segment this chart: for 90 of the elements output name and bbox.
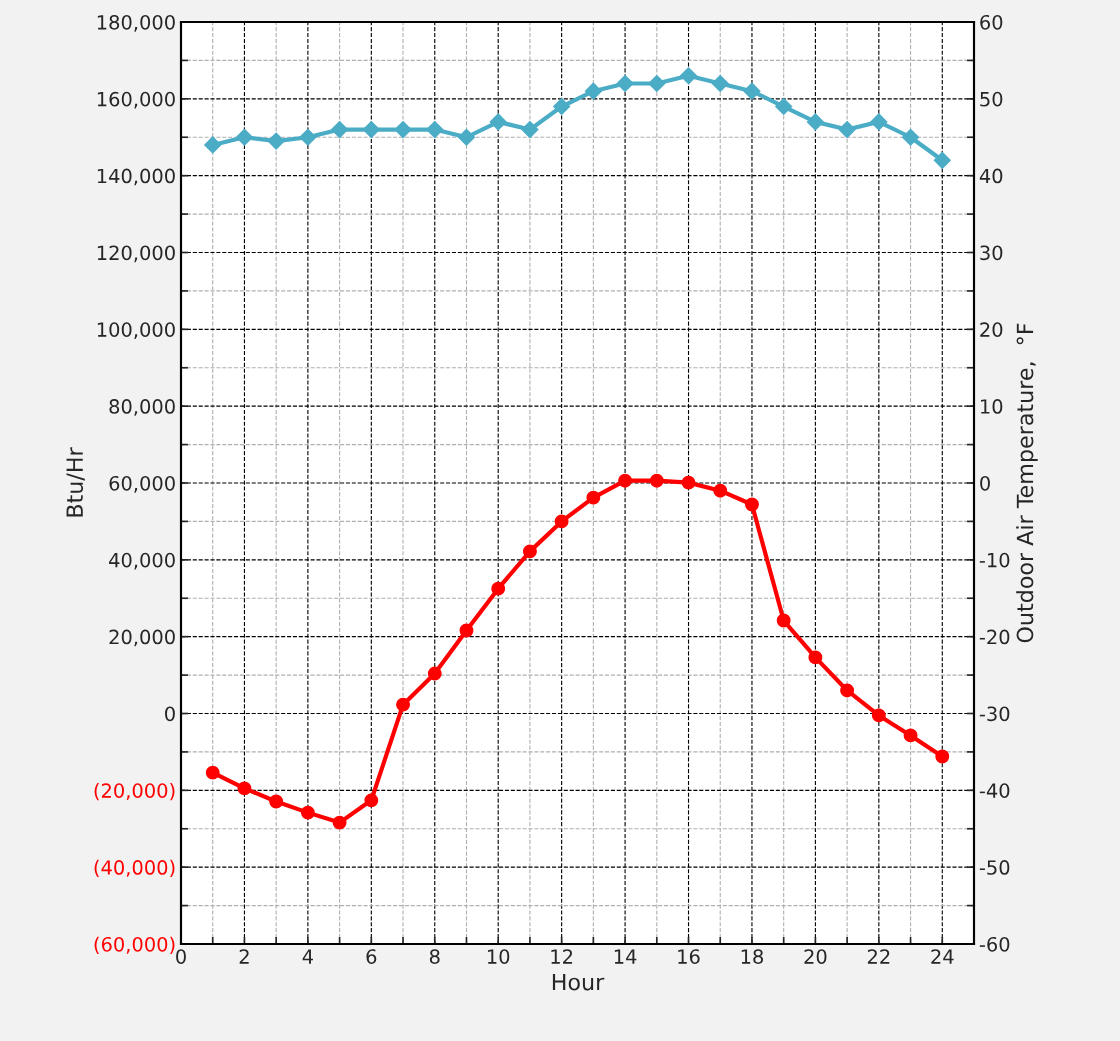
point <box>299 128 317 146</box>
point <box>935 749 950 764</box>
y2-tick-label: 50 <box>980 91 1003 107</box>
x-tick-label: 16 <box>678 949 700 964</box>
y-tick-label: (60,000) <box>94 936 175 954</box>
point <box>616 74 634 93</box>
point <box>933 151 951 169</box>
y-tick-label: (40,000) <box>94 859 175 878</box>
point <box>300 805 315 820</box>
point <box>205 765 220 780</box>
point <box>331 121 349 139</box>
y-tick-label: 140,000 <box>97 168 175 186</box>
point <box>427 666 442 681</box>
point <box>267 132 285 150</box>
point <box>235 128 253 146</box>
point <box>743 82 761 100</box>
y-tick-label: 40,000 <box>109 552 175 570</box>
point <box>775 97 793 116</box>
y-tick-label: (20,000) <box>94 782 175 801</box>
x-tick-label: 22 <box>867 949 890 964</box>
point <box>521 121 539 139</box>
point <box>457 128 476 146</box>
point <box>362 121 380 139</box>
y-tick-label: 180,000 <box>97 14 175 32</box>
point <box>522 544 537 559</box>
x-tick-label: 18 <box>741 949 763 964</box>
point <box>840 683 855 698</box>
point <box>838 121 856 139</box>
point <box>584 82 602 100</box>
y2-axis-title: Outdoor Air Temperature, °F <box>1016 323 1038 643</box>
point <box>870 113 888 131</box>
y-axis-title: Btu/Hr <box>66 447 85 517</box>
point <box>364 793 379 808</box>
point <box>586 490 601 505</box>
point <box>394 121 412 139</box>
x-axis-title: Hour <box>552 973 605 991</box>
point <box>489 113 507 131</box>
x-tick-label: 14 <box>614 949 637 964</box>
y2-tick-label: -50 <box>979 860 1010 875</box>
point <box>776 613 791 628</box>
point <box>806 113 824 131</box>
point <box>554 514 569 529</box>
y-tick-label: 20,000 <box>109 629 175 647</box>
point <box>648 74 666 93</box>
x-tick-label: 24 <box>931 949 954 964</box>
point <box>237 781 252 796</box>
point <box>426 121 444 139</box>
y2-tick-label: -30 <box>979 706 1010 722</box>
point <box>679 67 698 85</box>
y-tick-label: 80,000 <box>109 399 175 416</box>
y-tick-label: 60,000 <box>109 475 175 493</box>
point <box>332 815 347 830</box>
point <box>902 128 920 146</box>
y2-tick-label: -10 <box>979 552 1010 568</box>
point <box>808 650 823 665</box>
point <box>745 497 759 512</box>
y2-tick-label: 60 <box>980 14 1003 30</box>
y2-tick-label: -40 <box>979 783 1010 798</box>
point <box>618 473 633 488</box>
y2-tick-label: 10 <box>981 399 1003 414</box>
y2-tick-label: 0 <box>980 475 990 491</box>
point <box>396 697 410 712</box>
point <box>681 475 696 490</box>
point <box>649 473 664 488</box>
x-tick-label: 0 <box>176 949 186 964</box>
point <box>713 483 728 498</box>
point <box>553 97 571 116</box>
y-tick-label: 120,000 <box>97 245 175 263</box>
x-tick-label: 2 <box>239 949 249 964</box>
point <box>871 708 886 723</box>
y2-tick-label: -20 <box>979 629 1010 645</box>
point <box>491 581 506 596</box>
point <box>204 136 222 154</box>
point <box>903 728 918 743</box>
x-tick-label: 4 <box>302 949 313 964</box>
point <box>711 74 729 93</box>
x-tick-label: 8 <box>429 949 440 964</box>
x-tick-label: 6 <box>366 949 377 964</box>
x-tick-label: 10 <box>487 949 510 964</box>
x-tick-label: 20 <box>804 949 827 964</box>
y-tick-label: 160,000 <box>97 91 175 109</box>
y2-tick-label: 40 <box>979 168 1003 184</box>
y2-tick-label: -60 <box>979 936 1010 952</box>
point <box>269 794 284 809</box>
y-tick-label: 0 <box>165 706 175 722</box>
y2-tick-label: 20 <box>980 322 1003 337</box>
y-tick-label: 100,000 <box>97 322 175 339</box>
x-tick-label: 12 <box>551 949 573 964</box>
y2-tick-label: 30 <box>980 245 1003 261</box>
point <box>459 623 474 638</box>
